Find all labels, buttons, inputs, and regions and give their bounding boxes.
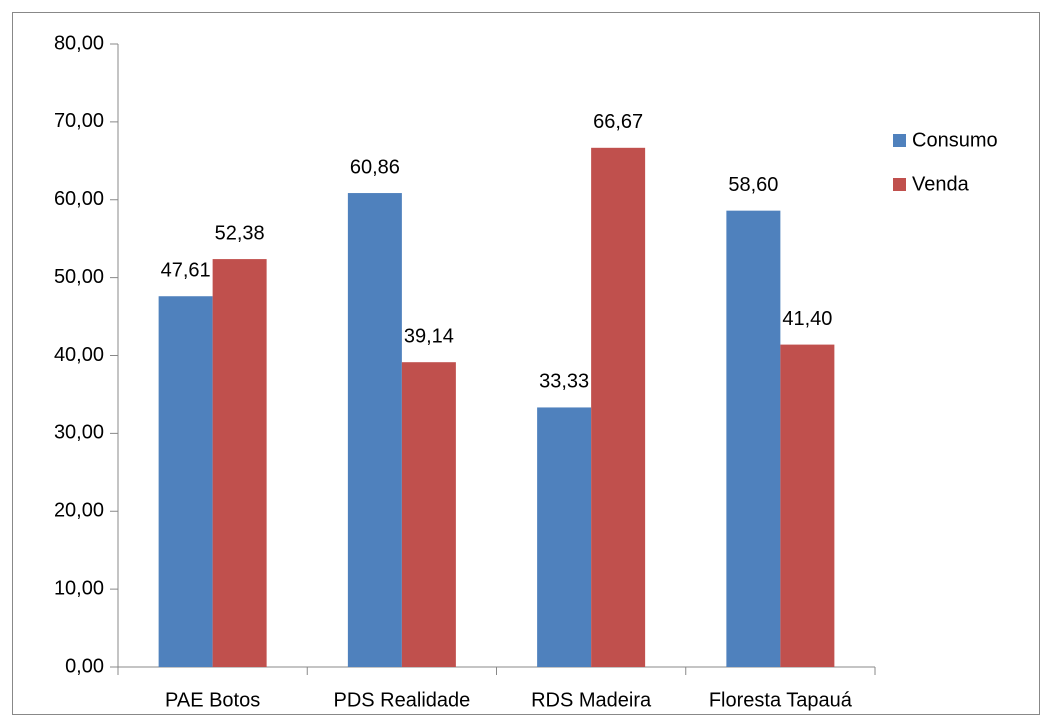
legend-label: Venda bbox=[912, 173, 970, 195]
data-label: 47,61 bbox=[161, 260, 211, 282]
y-tick-label: 20,00 bbox=[54, 500, 104, 522]
bar bbox=[591, 147, 646, 667]
bar bbox=[780, 344, 835, 667]
x-tick-label: Floresta Tapauá bbox=[709, 689, 853, 711]
y-tick-label: 60,00 bbox=[54, 188, 104, 210]
y-tick-label: 70,00 bbox=[54, 110, 104, 132]
data-label: 58,60 bbox=[728, 174, 778, 196]
x-tick-label: PDS Realidade bbox=[334, 689, 471, 711]
data-label: 33,33 bbox=[539, 371, 589, 393]
y-tick-label: 0,00 bbox=[65, 655, 104, 677]
bar bbox=[401, 362, 456, 667]
y-tick-label: 40,00 bbox=[54, 344, 104, 366]
data-label: 66,67 bbox=[593, 111, 643, 133]
legend-swatch bbox=[893, 178, 906, 191]
data-label: 39,14 bbox=[404, 325, 454, 347]
y-tick-label: 50,00 bbox=[54, 266, 104, 288]
x-tick-label: PAE Botos bbox=[165, 689, 260, 711]
x-tick-label: RDS Madeira bbox=[531, 689, 652, 711]
data-label: 60,86 bbox=[350, 156, 400, 178]
data-label: 52,38 bbox=[215, 222, 265, 244]
bar bbox=[158, 296, 213, 667]
legend-label: Consumo bbox=[912, 129, 998, 151]
y-tick-label: 10,00 bbox=[54, 577, 104, 599]
bar bbox=[726, 210, 781, 667]
legend-swatch bbox=[893, 134, 906, 147]
data-label: 41,40 bbox=[782, 308, 832, 330]
y-tick-label: 30,00 bbox=[54, 422, 104, 444]
bar bbox=[537, 407, 592, 667]
bar bbox=[347, 193, 402, 668]
y-tick-label: 80,00 bbox=[54, 32, 104, 54]
bar bbox=[212, 259, 267, 667]
